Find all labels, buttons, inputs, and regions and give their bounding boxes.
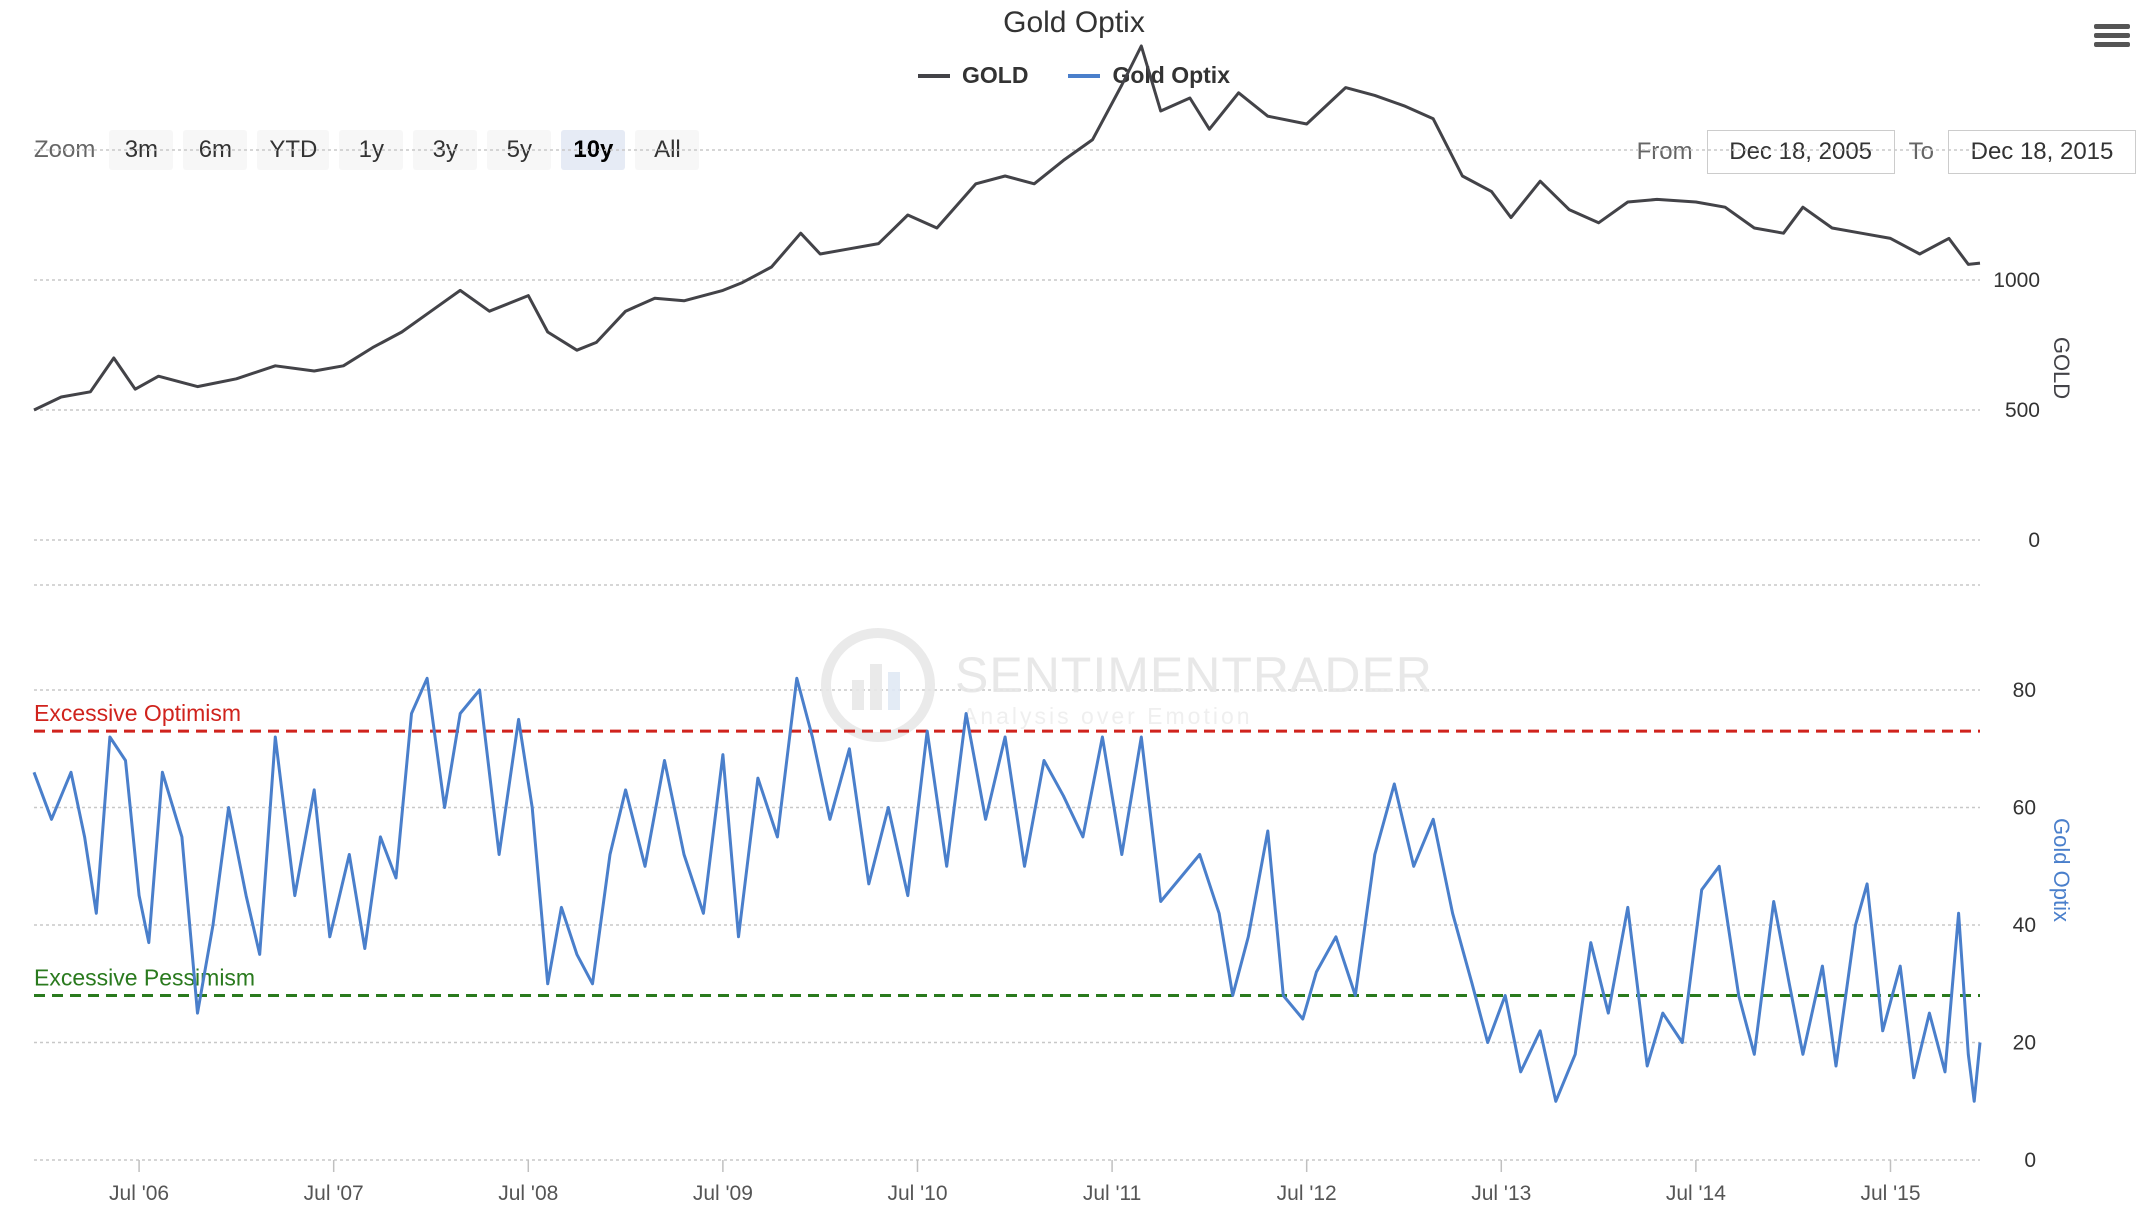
x-tick-label: Jul '14: [1666, 1182, 1726, 1205]
x-tick-label: Jul '15: [1860, 1182, 1920, 1205]
x-tick-label: Jul '13: [1471, 1182, 1531, 1205]
y-tick-label-gold-optix: 60: [2013, 797, 2036, 820]
legend-item-gold[interactable]: GOLD: [917, 62, 1029, 89]
legend-swatch-gold-optix: [1068, 73, 1101, 78]
legend-label-gold: GOLD: [961, 62, 1029, 88]
series-lines: [32, 44, 1982, 1103]
reference-lines: Excessive Optimism Excessive Pessimism: [34, 700, 1980, 997]
menu-bar: [2094, 33, 2130, 38]
y-tick-label-gold-optix: 0: [2024, 1149, 2036, 1172]
watermark: SENTIMENTRADER Analysis over Emotion: [821, 628, 1433, 742]
x-axis-ticks: Jul '06 Jul '07 Jul '08 Jul '09 Jul '10 Jul '…: [109, 1160, 1921, 1205]
legend: GOLD Gold Optix: [0, 62, 2148, 89]
menu-bar: [2094, 24, 2130, 29]
y-tick-label-gold-optix: 20: [2013, 1032, 2036, 1055]
zoom-selector: Zoom 3m 6m YTD 1y 3y 5y 10y All: [34, 130, 700, 170]
to-label: To: [1908, 138, 1934, 165]
to-date-input[interactable]: Dec 18, 2015: [1948, 130, 2136, 174]
x-tick-label: Jul '08: [498, 1182, 558, 1205]
y-tick-label-gold: 0: [2028, 529, 2040, 552]
x-tick-label: Jul '09: [693, 1182, 753, 1205]
date-range: From Dec 18, 2005 To Dec 18, 2015: [1637, 130, 2136, 174]
y-axis-title-gold-optix: Gold Optix: [2049, 818, 2074, 922]
reference-label-pessimism: Excessive Pessimism: [34, 965, 255, 991]
reference-label-optimism: Excessive Optimism: [34, 700, 241, 726]
menu-bar: [2094, 42, 2130, 47]
y-tick-label-gold-optix: 80: [2013, 679, 2036, 702]
chart-title: Gold Optix: [1003, 6, 1145, 39]
watermark-brand: SENTIMENTRADER: [955, 647, 1433, 703]
y-axis-ticks: 0 500 1000 0 20 40 60 80: [1993, 269, 2040, 1172]
x-tick-label: Jul '06: [109, 1182, 169, 1205]
x-tick-label: Jul '12: [1277, 1182, 1337, 1205]
sentimentrader-logo-icon: [821, 628, 935, 742]
x-tick-label: Jul '07: [304, 1182, 364, 1205]
y-tick-label-gold: 1000: [1993, 269, 2040, 292]
series-line-gold[interactable]: [33, 44, 1981, 412]
y-tick-label-gold-optix: 40: [2013, 914, 2036, 937]
from-date-input[interactable]: Dec 18, 2005: [1706, 130, 1895, 174]
zoom-button-5y[interactable]: 5y: [487, 130, 552, 170]
y-tick-label-gold: 500: [2005, 399, 2040, 422]
legend-swatch-gold: [917, 73, 950, 78]
watermark-tagline: Analysis over Emotion: [962, 703, 1253, 729]
hamburger-menu-icon[interactable]: [2094, 20, 2130, 56]
from-label: From: [1636, 138, 1693, 165]
x-tick-label: Jul '10: [887, 1182, 947, 1205]
y-axis-title-gold: GOLD: [2049, 337, 2074, 399]
series-line-gold-optix[interactable]: [32, 676, 1982, 1103]
x-tick-label: Jul '11: [1083, 1182, 1142, 1205]
